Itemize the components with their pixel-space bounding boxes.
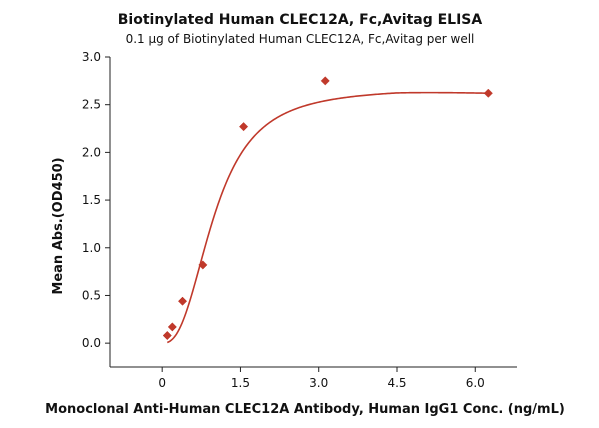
data-point-marker	[177, 296, 188, 306]
y-tick-label: 2.5	[82, 98, 101, 112]
data-point-marker	[483, 88, 493, 98]
x-tick-label: 1.5	[231, 376, 250, 390]
y-axis: 0.0 0.5 1.0 1.5 2.0 2.5 3.0	[82, 50, 111, 367]
x-tick-label: 6.0	[466, 376, 485, 390]
fit-curve	[166, 91, 489, 344]
y-tick-label: 1.0	[82, 241, 101, 255]
x-axis: 0 1.5 3.0 4.5 6.0	[110, 366, 517, 390]
y-tick-label: 1.5	[82, 193, 101, 207]
y-axis-label: Mean Abs.(OD450)	[51, 157, 66, 294]
fit-curve-layer	[166, 91, 489, 344]
y-tick-label: 0.5	[82, 288, 101, 302]
x-tick-label: 3.0	[309, 376, 328, 390]
y-tick-label: 2.0	[82, 145, 101, 159]
chart-title: Biotinylated Human CLEC12A, Fc,Avitag EL…	[118, 12, 483, 28]
y-tick-label: 3.0	[82, 50, 101, 64]
x-tick-label: 4.5	[387, 376, 406, 390]
x-axis-label: Monoclonal Anti-Human CLEC12A Antibody, …	[45, 402, 565, 417]
data-point-marker	[167, 322, 177, 332]
data-point-marker	[320, 76, 330, 86]
data-point-marker	[198, 260, 208, 270]
data-points	[162, 76, 493, 341]
data-point-marker	[239, 122, 249, 132]
data-point-marker	[162, 330, 172, 341]
x-tick-label: 0	[158, 376, 166, 390]
y-tick-label: 0.0	[82, 336, 101, 350]
chart-subtitle: 0.1 µg of Biotinylated Human CLEC12A, Fc…	[126, 32, 475, 46]
